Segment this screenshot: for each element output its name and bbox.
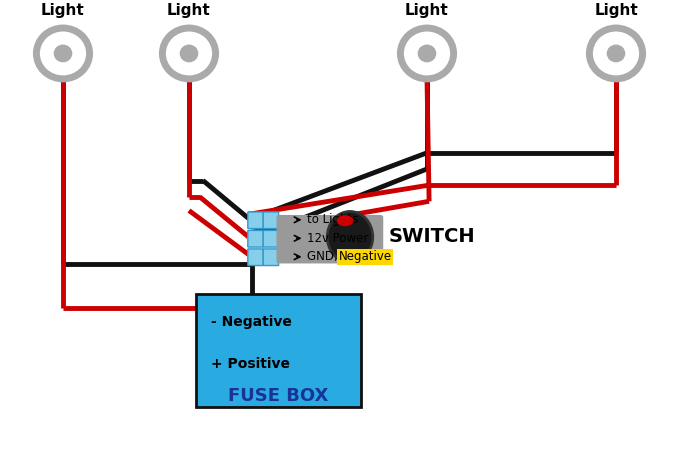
Ellipse shape [180, 44, 198, 62]
Text: 12v Power: 12v Power [307, 232, 368, 245]
Text: Light: Light [41, 3, 85, 18]
Ellipse shape [36, 28, 90, 79]
FancyBboxPatch shape [276, 215, 384, 263]
Text: Light: Light [405, 3, 449, 18]
FancyBboxPatch shape [263, 212, 279, 228]
Text: + Positive: + Positive [211, 357, 290, 371]
Circle shape [337, 215, 354, 226]
Text: Light: Light [594, 3, 638, 18]
Text: Negative: Negative [339, 250, 392, 263]
FancyBboxPatch shape [196, 294, 360, 407]
Ellipse shape [328, 212, 372, 262]
Ellipse shape [400, 28, 454, 79]
Ellipse shape [418, 44, 436, 62]
Ellipse shape [607, 44, 625, 62]
FancyBboxPatch shape [263, 249, 279, 266]
Ellipse shape [162, 28, 216, 79]
Ellipse shape [589, 28, 643, 79]
FancyBboxPatch shape [248, 249, 263, 266]
FancyBboxPatch shape [248, 230, 263, 247]
Text: - Negative: - Negative [211, 315, 293, 329]
Text: to Lights: to Lights [307, 213, 358, 226]
Text: FUSE BOX: FUSE BOX [228, 387, 328, 404]
Text: GND,: GND, [307, 250, 341, 263]
FancyBboxPatch shape [248, 212, 263, 228]
FancyBboxPatch shape [263, 230, 279, 247]
Ellipse shape [54, 44, 72, 62]
Text: Light: Light [167, 3, 211, 18]
Text: SWITCH: SWITCH [389, 227, 475, 247]
